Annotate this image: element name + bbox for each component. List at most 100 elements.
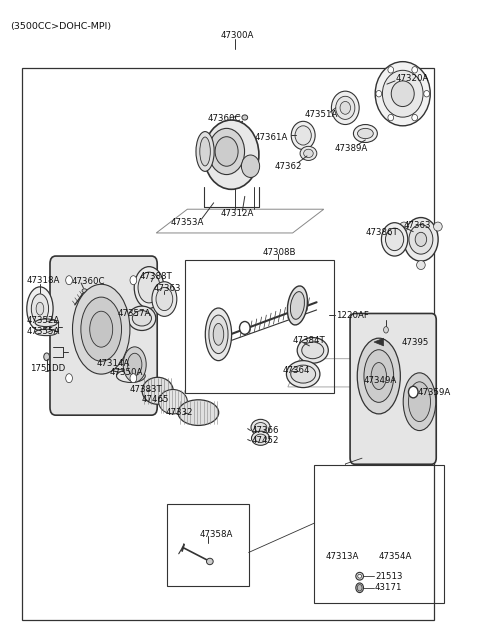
Text: 47361A: 47361A: [254, 134, 288, 143]
Ellipse shape: [388, 114, 394, 121]
FancyBboxPatch shape: [50, 256, 157, 415]
Text: 47355A: 47355A: [27, 327, 60, 336]
Text: 47384T: 47384T: [293, 336, 325, 345]
Text: 47359A: 47359A: [417, 388, 450, 397]
Ellipse shape: [156, 287, 173, 311]
Text: A: A: [411, 389, 416, 395]
Ellipse shape: [357, 584, 362, 591]
Text: 47312A: 47312A: [221, 209, 254, 218]
Ellipse shape: [403, 373, 436, 431]
Text: 47354A: 47354A: [379, 552, 412, 561]
Ellipse shape: [44, 353, 49, 361]
Ellipse shape: [152, 282, 177, 316]
Ellipse shape: [412, 114, 418, 121]
Text: 1751DD: 1751DD: [30, 365, 66, 374]
Ellipse shape: [251, 419, 270, 435]
Text: 47320A: 47320A: [396, 75, 429, 84]
Ellipse shape: [340, 102, 350, 114]
Ellipse shape: [358, 574, 361, 578]
Ellipse shape: [196, 132, 214, 172]
Ellipse shape: [117, 370, 145, 383]
Text: 43171: 43171: [375, 583, 402, 592]
Text: 47383T: 47383T: [130, 385, 163, 394]
Ellipse shape: [417, 260, 425, 269]
Text: 47363: 47363: [404, 221, 431, 230]
Ellipse shape: [35, 319, 57, 327]
Ellipse shape: [206, 558, 213, 565]
Ellipse shape: [376, 91, 382, 97]
Ellipse shape: [353, 125, 377, 143]
Text: 1220AF: 1220AF: [336, 311, 369, 320]
Ellipse shape: [108, 358, 135, 372]
Text: 47351A: 47351A: [305, 111, 338, 120]
Ellipse shape: [128, 306, 156, 331]
Ellipse shape: [400, 222, 408, 231]
Text: 47314A: 47314A: [96, 359, 130, 368]
Ellipse shape: [364, 350, 394, 403]
Ellipse shape: [288, 286, 308, 325]
Text: 47395: 47395: [402, 338, 429, 347]
Ellipse shape: [404, 217, 438, 261]
Ellipse shape: [254, 422, 267, 432]
Ellipse shape: [409, 224, 433, 254]
Ellipse shape: [385, 228, 404, 251]
Ellipse shape: [391, 81, 414, 107]
Text: 47349A: 47349A: [363, 376, 397, 385]
Ellipse shape: [82, 289, 87, 293]
Bar: [167, 503, 249, 586]
Ellipse shape: [142, 377, 173, 404]
Ellipse shape: [356, 583, 363, 593]
Bar: [22, 68, 434, 620]
Ellipse shape: [90, 311, 113, 347]
Text: 47350A: 47350A: [110, 368, 143, 377]
Text: 47465: 47465: [142, 395, 169, 404]
Ellipse shape: [35, 329, 57, 336]
Ellipse shape: [297, 338, 328, 363]
Ellipse shape: [130, 276, 137, 285]
Ellipse shape: [138, 272, 160, 303]
Ellipse shape: [81, 297, 121, 361]
Ellipse shape: [356, 572, 363, 580]
Ellipse shape: [382, 222, 408, 256]
Text: 47313A: 47313A: [325, 552, 359, 561]
Ellipse shape: [415, 232, 427, 246]
Ellipse shape: [255, 434, 266, 442]
Ellipse shape: [66, 374, 72, 383]
Ellipse shape: [408, 386, 418, 398]
Ellipse shape: [123, 347, 146, 382]
Ellipse shape: [252, 431, 270, 446]
Text: 47363: 47363: [154, 284, 181, 293]
Text: 47362: 47362: [275, 162, 302, 171]
Ellipse shape: [424, 91, 430, 97]
Ellipse shape: [178, 400, 219, 426]
Ellipse shape: [209, 129, 244, 174]
Ellipse shape: [72, 284, 130, 374]
Text: 47452: 47452: [252, 437, 279, 446]
Text: 47332: 47332: [166, 408, 193, 417]
Ellipse shape: [408, 382, 431, 422]
Text: (3500CC>DOHC-MPI): (3500CC>DOHC-MPI): [10, 22, 111, 31]
Ellipse shape: [304, 149, 313, 158]
Ellipse shape: [213, 323, 224, 345]
Ellipse shape: [291, 365, 316, 383]
Ellipse shape: [132, 311, 152, 326]
Text: 47360C: 47360C: [207, 114, 241, 123]
Text: 47388T: 47388T: [140, 272, 172, 281]
Text: 47364: 47364: [282, 367, 310, 376]
Ellipse shape: [111, 361, 132, 370]
Text: 47308B: 47308B: [263, 248, 297, 257]
Ellipse shape: [209, 315, 228, 354]
Text: 47360C: 47360C: [72, 277, 105, 286]
Ellipse shape: [287, 361, 320, 388]
FancyBboxPatch shape: [350, 314, 436, 464]
Ellipse shape: [336, 96, 355, 120]
Text: 47358A: 47358A: [199, 530, 233, 539]
Ellipse shape: [242, 115, 248, 120]
Ellipse shape: [205, 308, 232, 361]
Ellipse shape: [200, 137, 210, 166]
Ellipse shape: [331, 91, 359, 125]
Ellipse shape: [204, 120, 259, 189]
Ellipse shape: [358, 129, 373, 139]
Ellipse shape: [215, 137, 238, 167]
Ellipse shape: [371, 363, 386, 390]
